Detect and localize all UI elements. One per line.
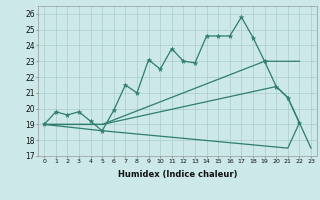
X-axis label: Humidex (Indice chaleur): Humidex (Indice chaleur) [118,170,237,179]
